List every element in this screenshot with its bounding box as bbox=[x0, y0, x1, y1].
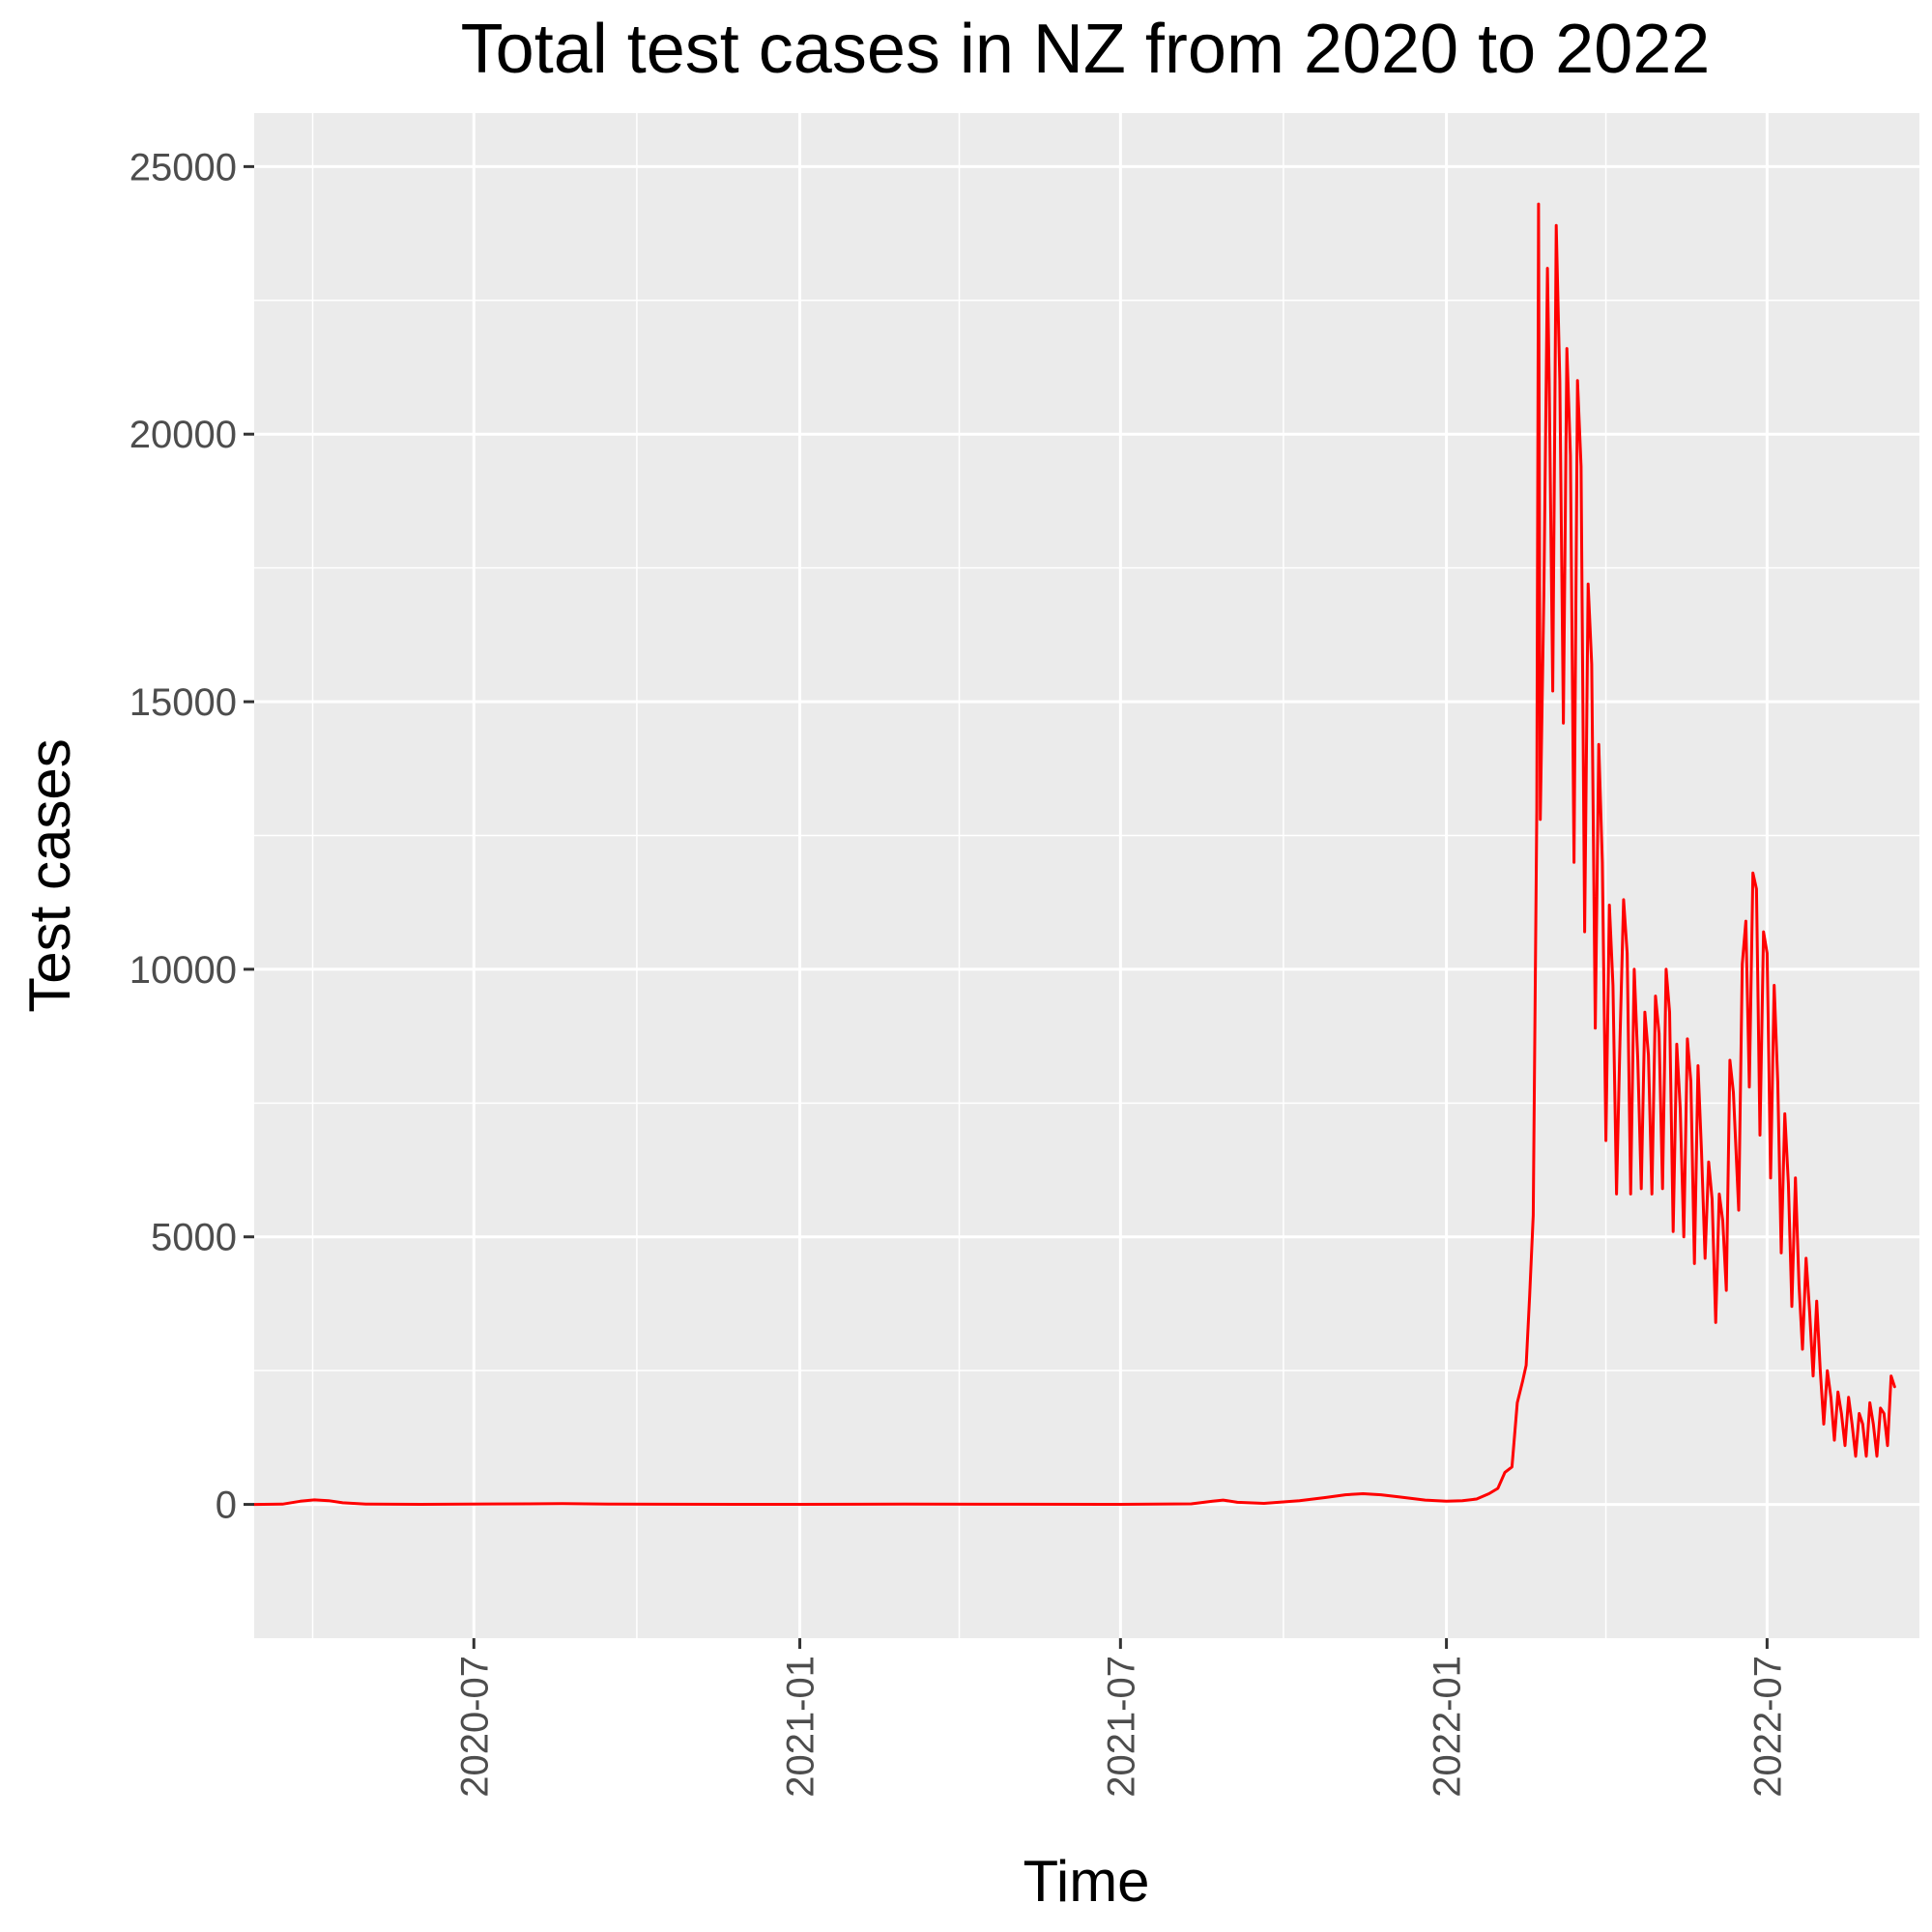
y-axis-title: Test cases bbox=[17, 738, 82, 1012]
y-tick-label: 25000 bbox=[130, 146, 237, 188]
x-tick-label: 2022-07 bbox=[1746, 1656, 1789, 1798]
y-axis: 0 5000 10000 15000 20000 25000 bbox=[130, 146, 254, 1527]
y-tick-label: 5000 bbox=[151, 1217, 237, 1259]
x-tick-label: 2020-07 bbox=[453, 1656, 496, 1798]
series-layer bbox=[252, 202, 1896, 1507]
plot-panel bbox=[254, 113, 1919, 1638]
series-line bbox=[252, 202, 1896, 1507]
x-axis: 2020-07 2021-01 2021-07 2022-01 2022-07 bbox=[453, 1638, 1789, 1798]
x-tick-label: 2021-07 bbox=[1100, 1656, 1142, 1798]
x-axis-title: Time bbox=[1023, 1849, 1149, 1914]
y-tick-label: 15000 bbox=[130, 681, 237, 724]
y-tick-label: 20000 bbox=[130, 414, 237, 456]
x-tick-label: 2022-01 bbox=[1427, 1656, 1469, 1798]
minor-gridlines bbox=[254, 113, 1919, 1638]
chart-title: Total test cases in NZ from 2020 to 2022 bbox=[461, 11, 1711, 88]
y-tick-label: 0 bbox=[216, 1485, 237, 1527]
x-tick-label: 2021-01 bbox=[780, 1656, 822, 1798]
y-tick-label: 10000 bbox=[130, 949, 237, 992]
